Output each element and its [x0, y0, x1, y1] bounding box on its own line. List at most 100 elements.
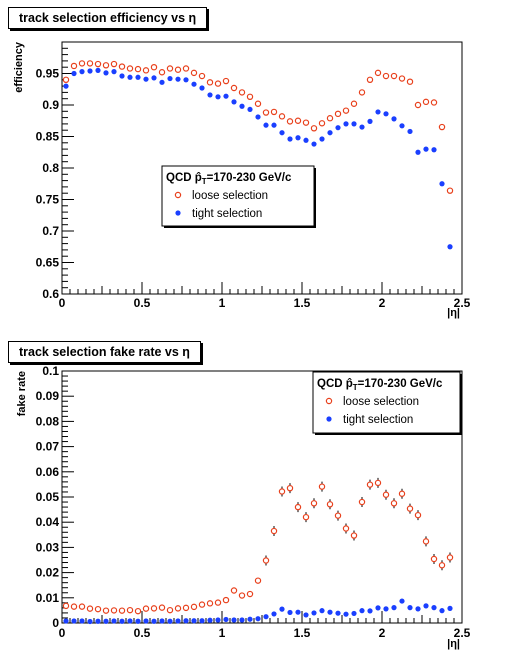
- efficiency-panel: 0 0.5 1 1.5 2 2.5 0.6 0.65 0.7 0.75 0.8 0.85 0.9 0.95…: [0, 0, 510, 320]
- x-tick-label: 0.5: [134, 626, 151, 640]
- data-point: [423, 603, 429, 609]
- legend-entry-label: loose selection: [343, 396, 419, 408]
- data-point: [254, 577, 262, 584]
- y-axis-label: efficiency: [13, 41, 25, 93]
- data-point: [279, 606, 285, 612]
- data-point: [214, 599, 222, 606]
- legend-marker: [325, 397, 333, 405]
- data-point: [142, 605, 150, 612]
- data-point: [71, 70, 77, 77]
- data-point: [343, 611, 349, 617]
- data-point: [271, 611, 277, 617]
- data-point: [206, 79, 214, 86]
- data-point: [358, 89, 366, 96]
- data-point: [399, 123, 405, 129]
- data-point: [311, 141, 317, 147]
- y-tick-label: 0.7: [42, 224, 59, 238]
- data-point: [335, 610, 341, 616]
- data-point: [303, 612, 309, 618]
- y-tick-label: 0.05: [36, 490, 60, 504]
- legend-marker: [174, 191, 182, 199]
- data-point: [375, 109, 381, 115]
- data-point: [158, 604, 166, 611]
- data-point: [151, 618, 157, 624]
- data-point: [407, 128, 413, 135]
- data-point: [350, 100, 358, 107]
- data-point: [206, 600, 214, 607]
- legend-box: [312, 371, 461, 434]
- x-tick-label: 2.5: [454, 626, 471, 640]
- fake-rate-panel: 0 0.5 1 1.5 2 2.5 0 0.01 0.02 0.03 0.04 0.05 0.06 0.0…: [0, 334, 510, 658]
- data-point: [375, 605, 381, 611]
- data-point: [150, 605, 158, 612]
- data-point: [391, 605, 397, 611]
- data-point: [198, 601, 206, 608]
- data-point: [391, 116, 397, 122]
- data-point: [191, 618, 197, 624]
- data-point: [303, 137, 309, 143]
- data-point: [286, 118, 294, 125]
- data-point: [407, 605, 413, 611]
- data-point: [110, 60, 118, 68]
- data-point: [318, 483, 326, 490]
- data-point: [190, 603, 198, 611]
- data-point: [159, 618, 165, 624]
- data-point: [439, 608, 445, 614]
- x-axis-label: |η|: [447, 638, 460, 650]
- data-point: [446, 554, 454, 561]
- data-point: [247, 106, 253, 113]
- data-point: [327, 609, 333, 615]
- data-point: [143, 618, 149, 624]
- data-point: [214, 80, 222, 87]
- data-point: [174, 66, 182, 73]
- data-point: [239, 103, 245, 109]
- series-loose: [62, 477, 454, 615]
- x-axis-label: |η|: [447, 307, 460, 319]
- data-point: [70, 62, 78, 70]
- data-point: [302, 513, 310, 521]
- y-tick-label: 0.01: [36, 591, 60, 605]
- data-point: [182, 604, 190, 612]
- data-point: [199, 85, 205, 91]
- y-tick-label: 0.07: [36, 440, 60, 454]
- data-point: [191, 81, 197, 87]
- data-point: [399, 598, 405, 604]
- data-point: [326, 501, 334, 508]
- data-point: [279, 130, 285, 136]
- data-point: [342, 107, 350, 114]
- data-point: [215, 617, 221, 623]
- legend-entry-label: tight selection: [343, 414, 413, 426]
- data-point: [190, 69, 198, 77]
- data-point: [86, 605, 94, 612]
- y-tick-label: 0.1: [42, 364, 59, 378]
- y-tick-label: 0.02: [36, 566, 60, 580]
- data-point: [422, 538, 430, 545]
- data-point: [118, 607, 126, 614]
- fake-rate-chart: 0 0.5 1 1.5 2 2.5 0 0.01 0.02 0.03 0.04 0.05 0.06 0.0…: [16, 364, 471, 650]
- y-tick-label: 0.6: [42, 287, 59, 301]
- data-point: [246, 590, 254, 598]
- data-point: [270, 527, 278, 535]
- data-point: [334, 512, 342, 519]
- data-point: [143, 76, 149, 82]
- data-point: [438, 123, 446, 131]
- data-point: [431, 147, 437, 153]
- data-point: [254, 100, 262, 107]
- data-point: [135, 618, 141, 624]
- data-point: [87, 68, 93, 74]
- data-point: [183, 618, 189, 624]
- y-tick-label: 0: [52, 616, 59, 630]
- data-point: [215, 94, 221, 100]
- data-point: [79, 69, 85, 75]
- data-point: [295, 609, 301, 615]
- data-point: [111, 69, 117, 75]
- y-tick-label: 0.8: [42, 161, 59, 175]
- data-point: [247, 616, 253, 622]
- data-point: [102, 607, 110, 614]
- x-tick-label: 1.5: [294, 296, 311, 310]
- data-point: [359, 124, 365, 130]
- x-tick-label: 2: [379, 296, 386, 310]
- data-point: [318, 120, 326, 127]
- data-point: [95, 618, 101, 624]
- data-point: [239, 617, 245, 623]
